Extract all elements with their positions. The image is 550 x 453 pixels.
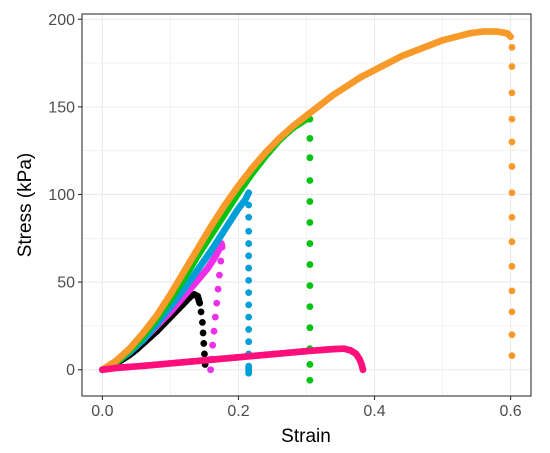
data-point (216, 271, 223, 279)
x-tick-label: 0.0 (91, 403, 113, 420)
data-point (199, 319, 206, 326)
data-point (306, 154, 314, 162)
data-point (306, 376, 314, 384)
data-point (306, 135, 314, 142)
data-point (508, 238, 516, 246)
y-tick-label: 200 (48, 12, 75, 29)
data-point (359, 366, 367, 374)
data-point (306, 324, 314, 332)
data-point (507, 33, 514, 41)
data-point (508, 262, 516, 270)
y-tick-label: 0 (66, 362, 75, 379)
data-point (508, 308, 516, 316)
y-tick-label: 100 (48, 187, 75, 204)
data-point (508, 213, 516, 221)
data-point (306, 177, 314, 184)
data-point (218, 243, 226, 251)
data-point (196, 299, 204, 307)
data-point (245, 201, 253, 209)
series-6 (99, 345, 367, 374)
data-point (306, 361, 314, 368)
data-point (508, 163, 516, 170)
x-axis-title: Strain (281, 426, 331, 447)
data-point (245, 276, 253, 284)
data-point (209, 341, 217, 349)
x-axis-ticks: 0.0 0.2 0.4 0.6 (91, 396, 522, 420)
data-point (213, 299, 221, 307)
data-point (245, 301, 253, 309)
data-point (211, 313, 219, 321)
data-point (306, 240, 314, 247)
data-point (306, 261, 314, 268)
data-point (245, 252, 253, 260)
x-tick-label: 0.4 (363, 403, 385, 420)
data-point (306, 303, 314, 311)
data-point (245, 227, 253, 235)
data-point (306, 219, 314, 226)
data-point (306, 282, 314, 290)
series-5 (99, 28, 516, 374)
y-axis-title: Stress (kPa) (15, 153, 36, 258)
data-point (508, 138, 516, 146)
y-tick-label: 150 (48, 99, 75, 116)
data-point (201, 350, 208, 358)
data-point (197, 308, 205, 316)
data-point (508, 89, 516, 97)
data-point (508, 115, 516, 123)
data-point (210, 327, 218, 335)
data-point (508, 189, 516, 197)
data-points (99, 28, 516, 384)
x-tick-label: 0.6 (499, 403, 521, 420)
data-point (245, 289, 253, 297)
data-point (245, 213, 253, 221)
data-point (245, 338, 253, 346)
data-point (214, 285, 222, 293)
data-point (199, 329, 207, 337)
data-point (245, 264, 253, 272)
data-point (508, 287, 516, 295)
data-point (217, 257, 225, 265)
y-tick-label: 50 (57, 275, 75, 292)
data-point (508, 63, 516, 70)
plot-panel-border (81, 13, 532, 397)
data-point (508, 43, 516, 51)
data-point (245, 326, 253, 333)
data-point (207, 366, 214, 374)
data-point (245, 240, 253, 247)
data-point (508, 331, 516, 339)
data-point (508, 352, 516, 360)
y-axis-ticks: 0 50 100 150 200 (48, 12, 82, 379)
data-point (245, 189, 253, 197)
data-point (306, 198, 314, 205)
data-point (200, 340, 208, 347)
x-tick-label: 0.2 (227, 403, 249, 420)
data-point (245, 313, 253, 321)
data-point (245, 369, 253, 377)
